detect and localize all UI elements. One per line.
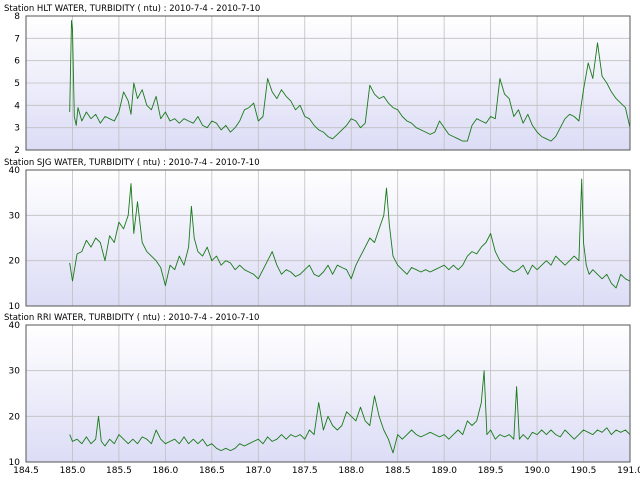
y-tick-label: 40 xyxy=(9,321,21,331)
x-tick-label: 185.5 xyxy=(106,466,132,476)
y-tick-label: 7 xyxy=(14,34,20,44)
series-line xyxy=(69,370,631,454)
plot-frame xyxy=(25,169,631,307)
panel-title-hlt: Station HLT WATER, TURBIDITY ( ntu) : 20… xyxy=(4,4,260,14)
series-line xyxy=(69,20,631,142)
panel-rri: 10 20 30 40 xyxy=(9,321,631,468)
panel-title-rri: Station RRI WATER, TURBIDITY ( ntu) : 20… xyxy=(4,313,259,323)
x-tick-label: 190.5 xyxy=(571,466,597,476)
y-tick-label: 20 xyxy=(9,257,21,267)
plot-frame xyxy=(25,324,631,463)
panel-sjg: 10 20 30 40 xyxy=(9,166,631,312)
x-tick-label: 184.5 xyxy=(13,466,39,476)
x-tick-label: 189.0 xyxy=(431,466,457,476)
series-line xyxy=(69,178,631,289)
y-tick-label: 2 xyxy=(14,146,20,156)
x-tick-label: 186.0 xyxy=(153,466,179,476)
x-tick-label: 186.5 xyxy=(199,466,225,476)
y-tick-label: 30 xyxy=(9,367,21,377)
y-tick-label: 20 xyxy=(9,412,21,422)
y-tick-label: 8 xyxy=(14,12,20,22)
y-tick-label: 10 xyxy=(9,302,21,312)
panel-hlt: 2 3 4 5 6 7 8 xyxy=(14,12,631,156)
x-tick-label: 187.5 xyxy=(292,466,318,476)
x-tick-label: 188.5 xyxy=(385,466,411,476)
plot-frame xyxy=(25,15,631,151)
x-tick-label: 188.0 xyxy=(338,466,364,476)
plot-area xyxy=(26,325,630,462)
y-tick-label: 4 xyxy=(14,101,20,111)
x-tick-label: 187.0 xyxy=(245,466,271,476)
y-tick-label: 3 xyxy=(14,124,20,134)
x-tick-label: 185.0 xyxy=(60,466,86,476)
y-tick-label: 6 xyxy=(14,57,20,67)
y-tick-label: 30 xyxy=(9,211,21,221)
plot-area xyxy=(26,170,630,306)
x-tick-label: 191.0 xyxy=(617,466,640,476)
x-tick-label: 189.5 xyxy=(478,466,504,476)
x-tick-label: 190.0 xyxy=(524,466,550,476)
y-tick-label: 40 xyxy=(9,166,21,176)
y-tick-label: 10 xyxy=(9,458,21,468)
y-tick-label: 5 xyxy=(14,79,20,89)
panel-title-sjg: Station SJG WATER, TURBIDITY ( ntu) : 20… xyxy=(4,158,260,168)
shared-x-axis: 184.5 185.0 185.5 186.0 186.5 187.0 187.5 188.0… xyxy=(13,466,640,476)
